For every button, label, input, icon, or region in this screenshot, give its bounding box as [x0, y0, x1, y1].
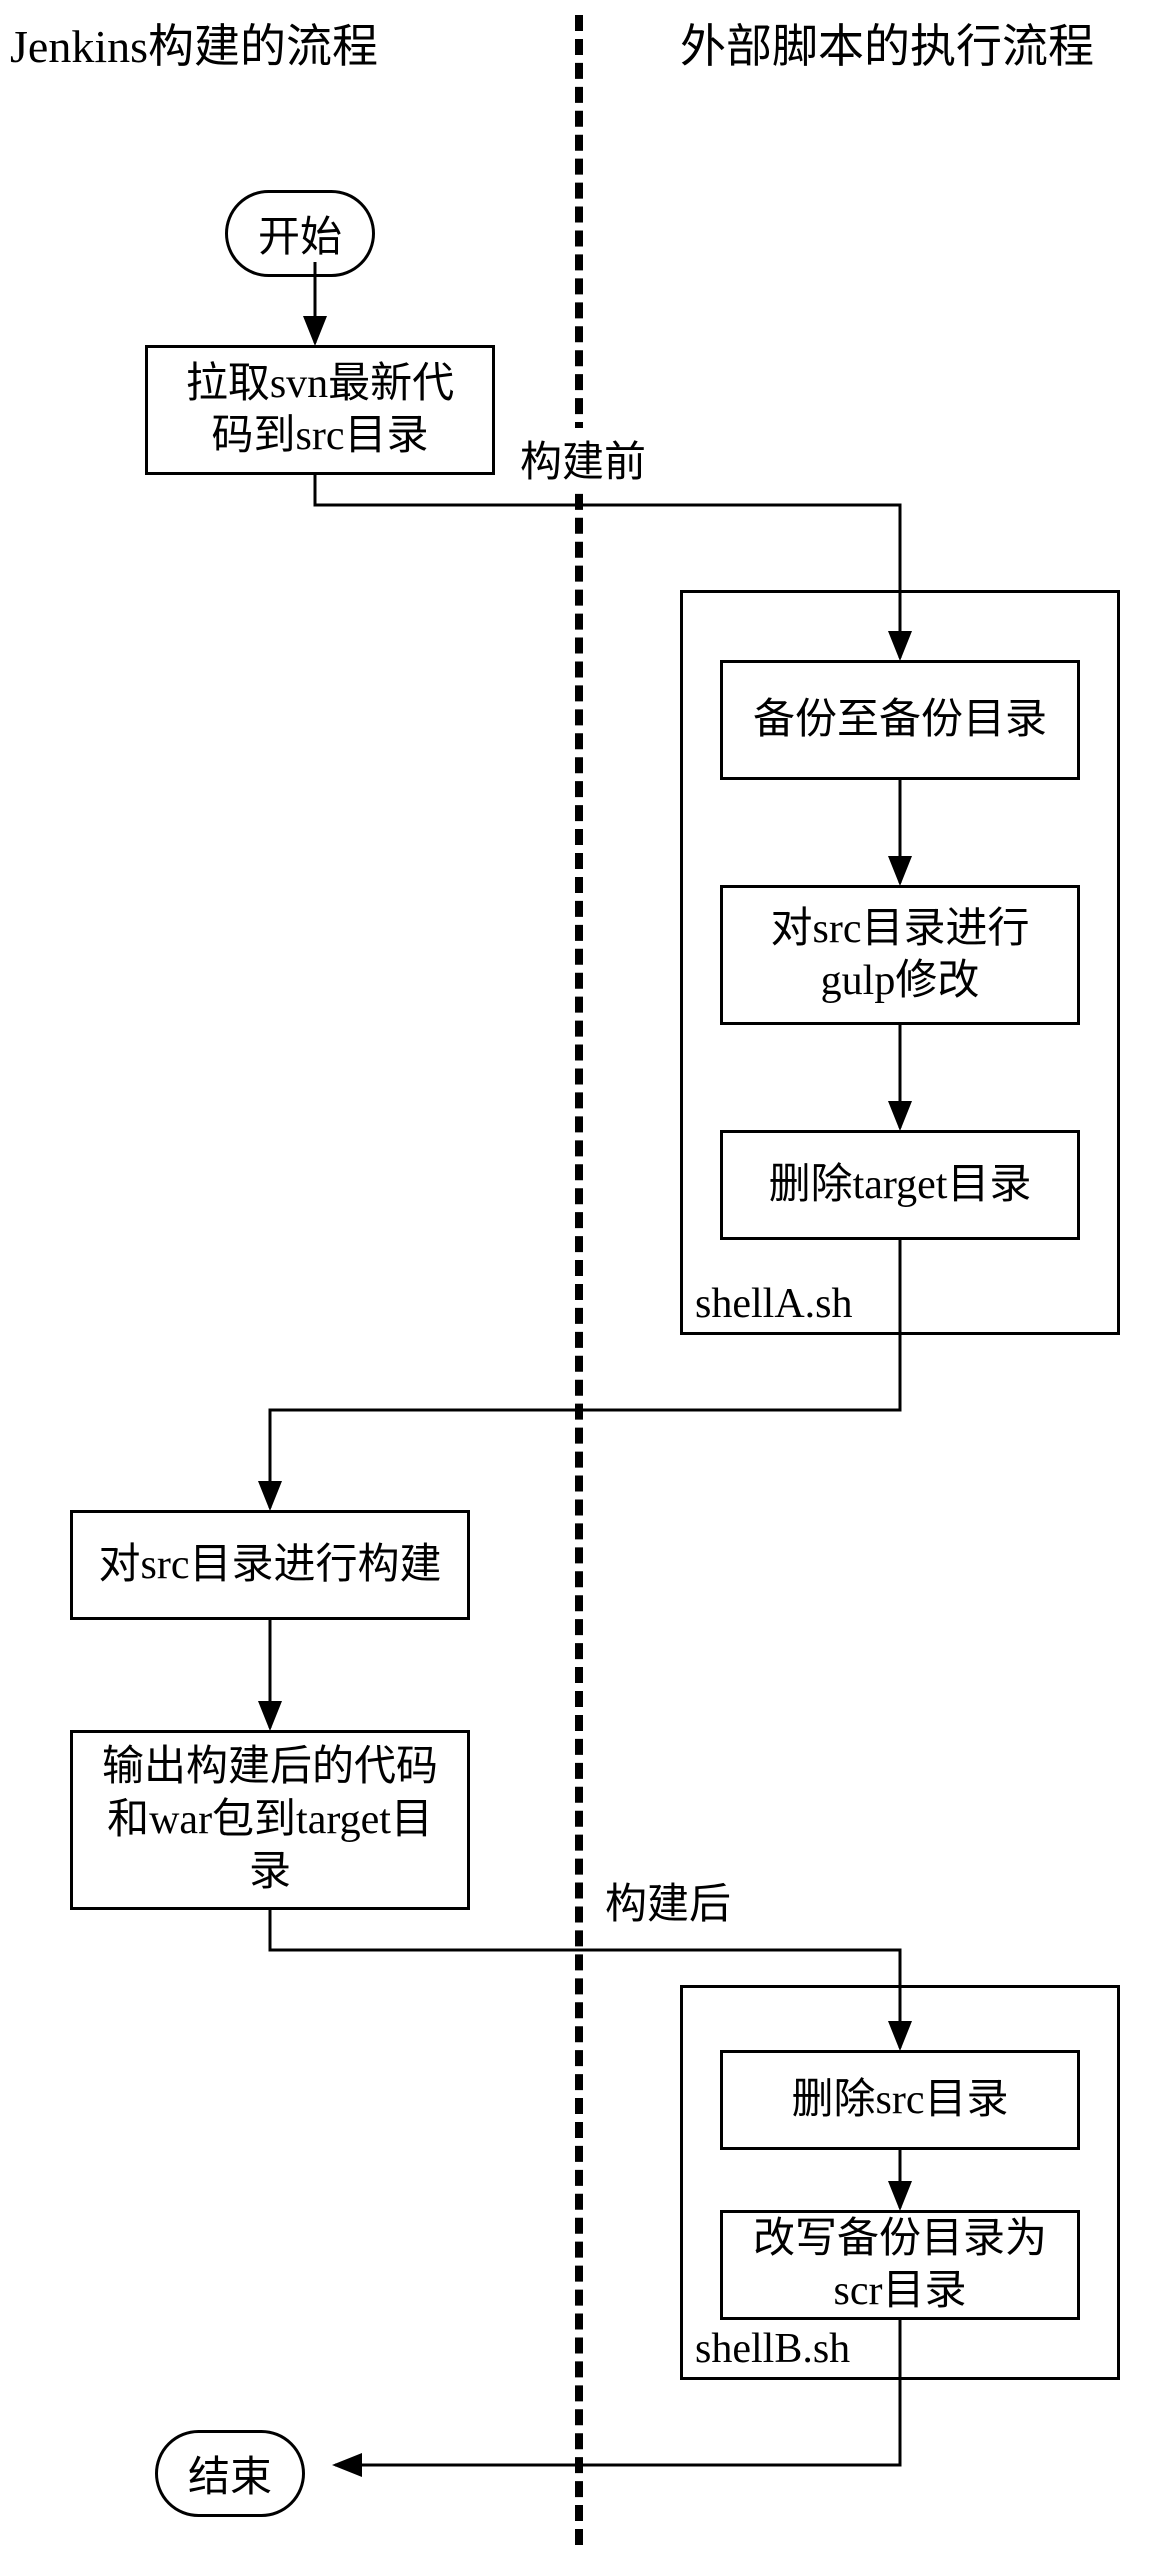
process-pull-svn: 拉取svn最新代码到src目录	[145, 345, 495, 475]
flowchart-canvas: Jenkins构建的流程 外部脚本的执行流程 开始 拉取svn最新代码到src目…	[0, 0, 1150, 2551]
process-delete-target-label: 删除target目录	[769, 1159, 1032, 1212]
process-pull-svn-label: 拉取svn最新代码到src目录	[166, 358, 474, 463]
process-delete-target: 删除target目录	[720, 1130, 1080, 1240]
process-gulp-modify: 对src目录进行gulp修改	[720, 885, 1080, 1025]
process-delete-src-label: 删除src目录	[792, 2074, 1009, 2127]
container-shellB	[680, 1985, 1120, 2380]
container-shellB-label: shellB.sh	[695, 2325, 850, 2373]
process-backup: 备份至备份目录	[720, 660, 1080, 780]
process-build-src-label: 对src目录进行构建	[99, 1539, 442, 1592]
process-output-war-label: 输出构建后的代码和war包到target目录	[91, 1741, 449, 1899]
process-build-src: 对src目录进行构建	[70, 1510, 470, 1620]
header-jenkins: Jenkins构建的流程	[10, 10, 378, 76]
center-divider	[575, 15, 583, 2545]
terminator-start-label: 开始	[258, 215, 342, 261]
terminator-start: 开始	[225, 190, 375, 277]
process-gulp-modify-label: 对src目录进行gulp修改	[741, 903, 1059, 1008]
process-delete-src: 删除src目录	[720, 2050, 1080, 2150]
process-output-war: 输出构建后的代码和war包到target目录	[70, 1730, 470, 1910]
label-post-build: 构建后	[605, 1870, 731, 1931]
label-pre-build: 构建前	[520, 428, 646, 489]
process-rename-backup: 改写备份目录为scr目录	[720, 2210, 1080, 2320]
terminator-end-label: 结束	[188, 2455, 272, 2501]
container-shellA-label: shellA.sh	[695, 1280, 853, 1328]
terminator-end: 结束	[155, 2430, 305, 2517]
header-external-script: 外部脚本的执行流程	[680, 10, 1094, 76]
process-backup-label: 备份至备份目录	[753, 694, 1047, 747]
process-rename-backup-label: 改写备份目录为scr目录	[741, 2213, 1059, 2318]
